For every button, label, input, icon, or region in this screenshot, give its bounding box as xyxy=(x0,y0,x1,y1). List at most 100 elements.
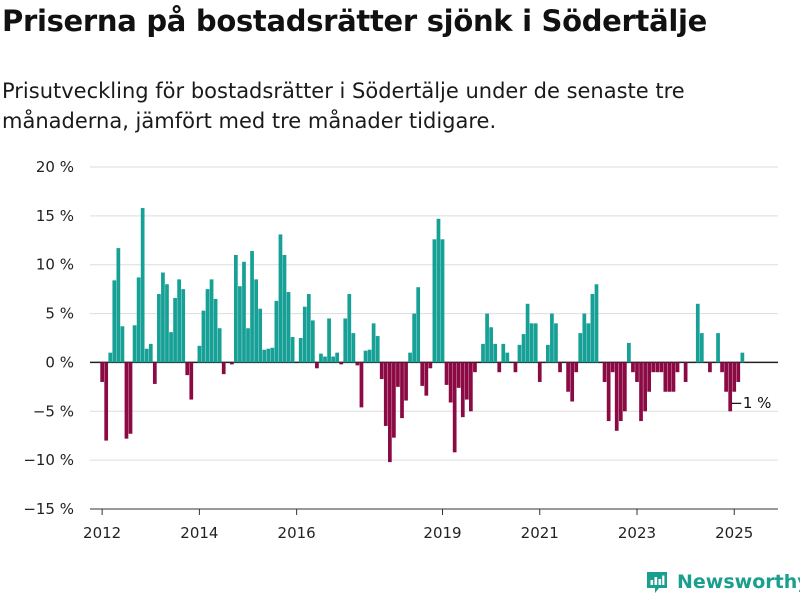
bar-positive xyxy=(254,279,259,363)
brand-name: Newsworthy xyxy=(677,571,800,593)
bar-positive xyxy=(217,328,222,363)
bar-negative xyxy=(379,362,384,380)
bar-positive xyxy=(367,349,372,363)
bar-negative xyxy=(708,362,712,373)
bar-positive xyxy=(205,289,210,363)
bar-negative xyxy=(452,362,457,453)
bar-positive xyxy=(286,292,291,363)
y-tick-label: 5 % xyxy=(45,305,74,323)
x-tick-label: 2012 xyxy=(83,524,121,542)
bar-positive xyxy=(234,254,238,363)
bar-negative xyxy=(675,362,680,373)
bar-negative xyxy=(558,362,562,373)
bar-positive xyxy=(161,272,165,363)
y-tick-label: −5 % xyxy=(33,402,74,420)
bar-negative xyxy=(185,362,190,376)
bar-negative xyxy=(497,362,502,373)
y-tick-label: −15 % xyxy=(23,500,74,518)
bar-negative xyxy=(152,362,157,384)
bar-positive xyxy=(578,333,583,363)
bar-negative xyxy=(647,362,652,392)
bar-positive xyxy=(363,350,368,363)
y-tick-label: 20 % xyxy=(36,158,74,176)
bar-negative xyxy=(513,362,518,373)
bar-negative xyxy=(473,362,477,373)
bar-negative xyxy=(732,362,737,392)
bar-positive xyxy=(173,297,177,363)
bar-positive xyxy=(351,333,356,363)
bar-positive xyxy=(517,344,522,363)
bar-negative xyxy=(643,362,647,412)
bar-negative xyxy=(683,362,688,382)
bar-negative xyxy=(404,362,408,401)
bar-positive xyxy=(529,323,534,363)
bar-positive xyxy=(546,344,550,363)
bar-positive xyxy=(136,277,141,363)
bar-positive xyxy=(586,323,591,363)
y-tick-label: 15 % xyxy=(36,207,74,225)
bar-positive xyxy=(112,280,117,363)
x-axis-ticks: 2012 2014 2016 2019 2021 2023 2025 xyxy=(83,524,753,542)
bar-positive xyxy=(144,348,149,363)
bar-positive xyxy=(177,279,181,363)
bar-negative xyxy=(468,362,473,412)
bar-negative xyxy=(448,362,453,403)
x-axis xyxy=(101,509,735,515)
bar-negative xyxy=(622,362,627,412)
y-tick-label: −10 % xyxy=(23,451,74,469)
bar-negative xyxy=(387,362,392,463)
bar-negative xyxy=(635,362,639,382)
bar-positive xyxy=(505,352,510,363)
bar-positive xyxy=(590,294,595,363)
bar-positive xyxy=(375,336,380,363)
bar-positive xyxy=(197,345,202,363)
bar-positive xyxy=(310,320,315,363)
bar-negative xyxy=(566,362,570,392)
bar-positive xyxy=(262,349,267,363)
bar-negative xyxy=(602,362,607,382)
bar-negative xyxy=(400,362,404,419)
bar-positive xyxy=(132,325,137,363)
bar-positive xyxy=(481,343,485,363)
bar-negative xyxy=(728,362,733,412)
bar-positive xyxy=(533,323,538,363)
bar-negative xyxy=(659,362,664,373)
bar-negative xyxy=(229,362,234,365)
bar-positive xyxy=(554,323,558,363)
x-tick-label: 2023 xyxy=(618,524,656,542)
bar-negative xyxy=(444,362,449,385)
annotations: −1 % xyxy=(730,394,771,412)
bar-positive xyxy=(327,318,331,363)
bar-positive xyxy=(699,333,704,363)
bar-positive xyxy=(319,353,323,363)
bar-negative xyxy=(464,362,469,400)
bar-positive xyxy=(716,333,720,363)
bar-positive xyxy=(416,287,421,363)
bar-positive xyxy=(165,284,169,363)
bar-positive xyxy=(278,234,283,363)
bar-positive xyxy=(489,327,493,363)
bar-negative xyxy=(671,362,676,392)
bar-negative xyxy=(720,362,724,373)
bar-positive xyxy=(290,337,295,363)
bar-negative xyxy=(736,362,741,382)
bar-positive xyxy=(246,328,250,363)
y-axis-ticks: 20 % 15 % 10 % 5 % 0 % −5 % −10 % −15 % xyxy=(23,158,74,518)
bar-negative xyxy=(189,362,194,400)
bar-positive xyxy=(627,342,631,363)
bar-positive xyxy=(493,343,498,363)
bar-positive xyxy=(250,251,254,363)
bar-positive xyxy=(270,347,275,363)
bar-positive xyxy=(302,306,307,363)
bar-negative xyxy=(355,362,360,366)
bar-positive xyxy=(120,326,125,363)
x-tick-label: 2025 xyxy=(715,524,753,542)
bar-negative xyxy=(100,362,105,382)
newsworthy-logo-icon xyxy=(647,572,667,593)
bar-positive xyxy=(298,338,303,363)
bar-negative xyxy=(631,362,635,373)
bar-negative xyxy=(614,362,619,431)
bar-negative xyxy=(651,362,656,373)
bar-positive xyxy=(323,356,327,363)
